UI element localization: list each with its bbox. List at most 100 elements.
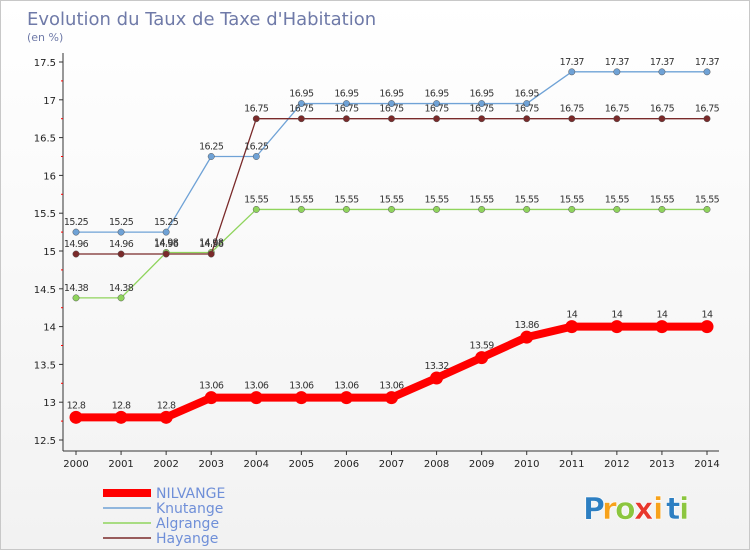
chart-subtitle: (en %) [27,31,63,44]
data-label: 16.95 [379,89,404,100]
data-point [430,371,444,385]
data-point [342,100,350,108]
data-point [385,391,398,405]
data-point [249,391,263,405]
data-point [658,68,666,76]
data-point [342,205,350,213]
x-tick-label: 2007 [379,459,404,470]
data-label: 14.96 [109,239,134,250]
data-label: 13.86 [515,320,540,331]
data-point [703,68,711,76]
data-label: 14.38 [64,283,89,294]
data-point [159,410,173,424]
data-label: 16.75 [560,104,585,115]
x-tick-label: 2013 [649,459,674,470]
data-label: 14.38 [109,283,134,294]
data-point [204,391,218,405]
data-point [433,100,441,108]
data-label: 17.37 [695,57,720,68]
data-label: 12.8 [112,400,131,411]
data-label: 16.95 [289,89,314,100]
data-label: 16.75 [244,104,269,115]
logo-letter: t [666,492,680,527]
data-label: 14 [656,310,667,321]
data-point [162,228,170,236]
data-label: 15.55 [289,194,314,205]
data-point [568,205,576,213]
data-point [117,294,125,302]
y-tick-label: 14.5 [34,285,56,296]
data-point [610,320,624,334]
data-label: 14 [702,310,713,321]
legend-label: Knutange [156,501,223,517]
logo-letter: x [634,492,653,527]
x-tick-label: 2012 [604,459,629,470]
data-point [478,205,486,213]
data-label: 14 [611,310,622,321]
logo-letter: i [679,492,689,527]
data-label: 15.55 [470,194,495,205]
data-point [388,205,395,213]
data-point [72,294,80,302]
y-tick-label: 13 [43,398,56,409]
data-point [342,115,350,123]
y-tick-label: 14 [43,323,56,334]
data-point [114,410,128,424]
chart-title: Evolution du Taux de Taxe d'Habitation [27,9,376,30]
data-label: 16.75 [515,104,540,115]
data-label: 14.98 [199,238,224,249]
data-label: 16.95 [470,89,495,100]
data-point [700,320,714,334]
data-point [478,115,486,123]
data-label: 16.75 [470,104,495,115]
data-label: 13.59 [470,341,495,352]
data-point [613,68,621,76]
data-label: 16.75 [379,104,404,115]
data-label: 16.95 [424,89,449,100]
series-line-hayange [76,118,707,255]
logo-letter: r [602,492,617,527]
x-tick-label: 2002 [153,459,178,470]
data-point [252,115,260,123]
data-label: 12.8 [157,400,176,411]
data-point [117,228,125,236]
data-label: 16.25 [244,142,269,153]
legend-label: Algrange [156,516,219,532]
data-label: 17.37 [650,57,675,68]
y-tick-label: 12.5 [34,436,56,447]
data-point [388,115,395,123]
data-point [568,68,576,76]
data-point [523,100,531,108]
y-tick-label: 16 [43,171,56,182]
data-point [294,391,308,405]
x-tick-label: 2011 [559,459,584,470]
y-tick-label: 17 [43,96,56,107]
legend-label: NILVANGE [156,486,225,502]
data-point [297,100,305,108]
data-label: 15.55 [650,194,675,205]
data-label: 13.06 [379,381,404,392]
data-label: 13.06 [244,381,269,392]
data-label: 15.25 [109,217,134,228]
data-point [520,330,534,344]
data-label: 16.95 [515,89,540,100]
x-tick-label: 2001 [108,459,133,470]
data-label: 15.55 [560,194,585,205]
data-label: 15.55 [605,194,630,205]
data-label: 12.8 [67,400,86,411]
data-point [297,115,305,123]
data-label: 14.98 [154,238,179,249]
axes: 12.5 13 13.5 14 14.5 15 15.5 16 16.5 17 17.5 2000 20… [34,53,720,470]
data-point [72,250,80,258]
data-label: 15.55 [244,194,269,205]
data-point [613,115,621,123]
data-point [207,250,215,258]
data-point [703,115,711,123]
y-tick-label: 17.5 [34,58,56,69]
y-tick-label: 15.5 [34,209,56,220]
data-point [339,391,353,405]
x-tick-label: 2005 [289,459,314,470]
data-point [568,115,576,123]
data-label: 16.75 [289,104,314,115]
